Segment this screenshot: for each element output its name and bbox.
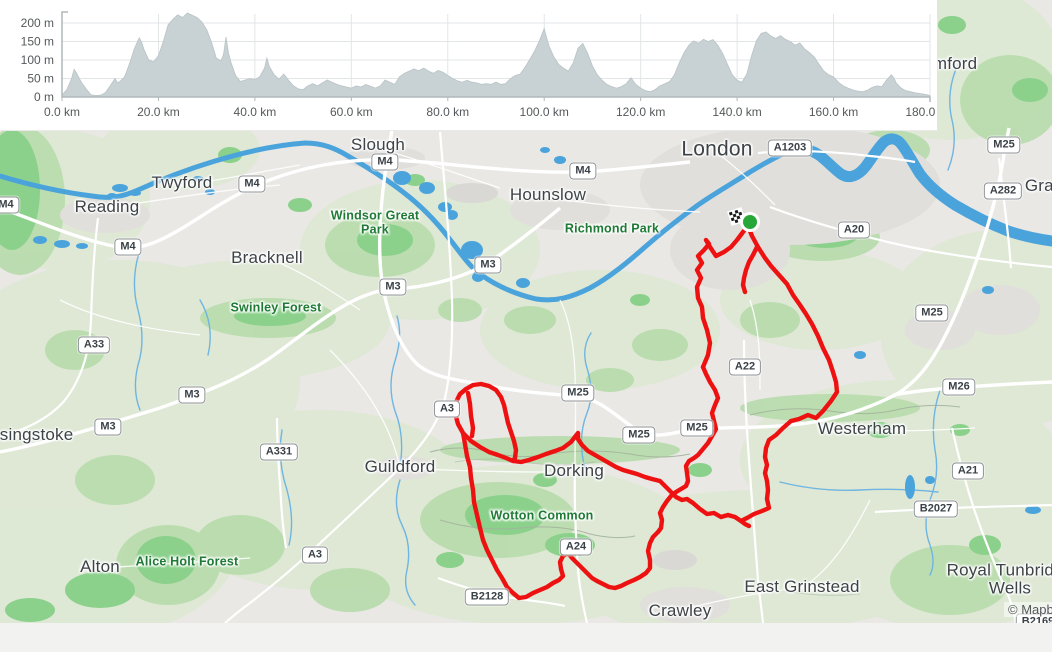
thames-river <box>0 133 1052 303</box>
airport-areas <box>446 183 697 570</box>
elevation-x-tick-label: 100.0 km <box>520 105 569 119</box>
elevation-area <box>61 12 931 98</box>
elevation-x-tick-label: 20.0 km <box>137 105 180 119</box>
route-polyline <box>740 244 760 295</box>
route-marker-layer <box>727 207 760 232</box>
elevation-chart: 0 m 50 m 100 m 150 m 200 m 0.0 km 20.0 km 40.0 … <box>21 11 955 119</box>
rivers <box>133 59 961 606</box>
lakes <box>33 147 1041 514</box>
elevation-x-tick-label: 60.0 km <box>330 105 373 119</box>
elevation-y-tick-label: 200 m <box>21 16 54 30</box>
elevation-x-tick-label: 140.0 km <box>712 105 761 119</box>
elevation-x-tick-label: 0.0 km <box>44 105 80 119</box>
elevation-y-tick-label: 50 m <box>27 72 54 86</box>
elevation-x-tick-label: 180.0 km <box>905 105 937 119</box>
map-attribution[interactable]: © Mapb <box>1004 602 1052 617</box>
route-polyline <box>460 364 721 601</box>
route-polyline <box>738 518 752 529</box>
terrain-green-mid <box>0 55 1052 615</box>
elevation-y-tick-label: 0 m <box>34 90 54 104</box>
elevation-x-tick-label: 120.0 km <box>616 105 665 119</box>
elevation-x-tick-label: 160.0 km <box>809 105 858 119</box>
elevation-x-tick-label: 80.0 km <box>426 105 469 119</box>
elevation-x-tick-label: 40.0 km <box>234 105 277 119</box>
route-polyline <box>694 223 751 370</box>
elevation-profile-panel: 0 m 50 m 100 m 150 m 200 m 0.0 km 20.0 km 40.0 … <box>0 0 955 131</box>
elevation-y-tick-label: 100 m <box>21 53 54 67</box>
route-polyline <box>465 390 476 439</box>
bottom-strip <box>0 623 1052 652</box>
elevation-axes <box>61 11 931 102</box>
elevation-y-tick-label: 150 m <box>21 35 54 49</box>
route-start-marker[interactable] <box>740 212 760 232</box>
